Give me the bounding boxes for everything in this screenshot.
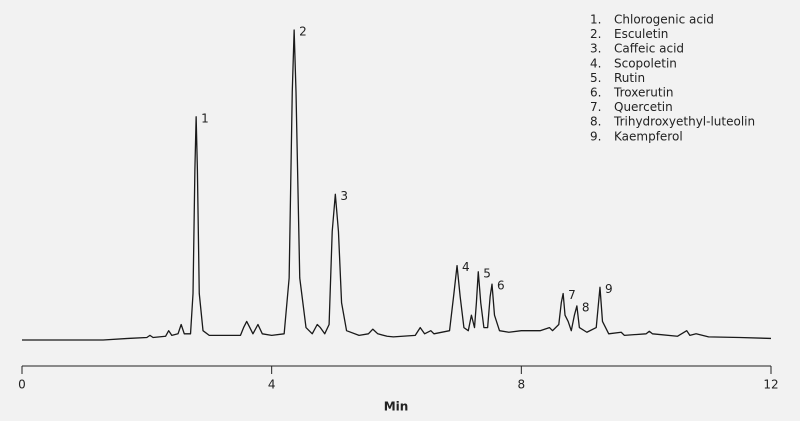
legend-number: 6. [590,86,601,100]
legend-name: Scopoletin [614,56,677,70]
legend-number: 1. [590,13,601,27]
x-axis-label: Min [384,400,409,414]
x-tick-label: 8 [518,378,526,392]
peak-label: 5 [483,266,491,280]
peak-label: 8 [582,300,590,314]
legend-name: Esculetin [614,27,668,41]
legend-number: 2. [590,27,601,41]
legend-number: 5. [590,71,601,85]
peak-label: 1 [201,111,209,125]
peak-label: 2 [299,25,307,39]
legend-name: Troxerutin [613,86,674,100]
peak-label: 6 [497,279,505,293]
legend-number: 7. [590,100,601,114]
legend-number: 8. [590,115,601,129]
peak-label: 3 [340,189,348,203]
legend-name: Rutin [614,71,645,85]
legend-name: Caffeic acid [614,42,684,56]
legend-number: 4. [590,56,601,70]
legend-number: 9. [590,129,601,143]
trace [22,29,772,341]
x-tick-label: 0 [18,378,26,392]
peak-label: 4 [462,260,470,274]
legend-name: Trihydroxyethyl-luteolin [613,115,755,129]
x-tick-label: 4 [268,378,276,392]
legend-number: 3. [590,42,601,56]
peak-label: 9 [605,282,613,296]
legend-name: Chlorogenic acid [614,13,714,27]
legend-name: Quercetin [614,100,673,114]
x-tick-label: 12 [763,378,778,392]
peak-label: 7 [568,288,576,302]
legend-name: Kaempferol [614,129,683,143]
